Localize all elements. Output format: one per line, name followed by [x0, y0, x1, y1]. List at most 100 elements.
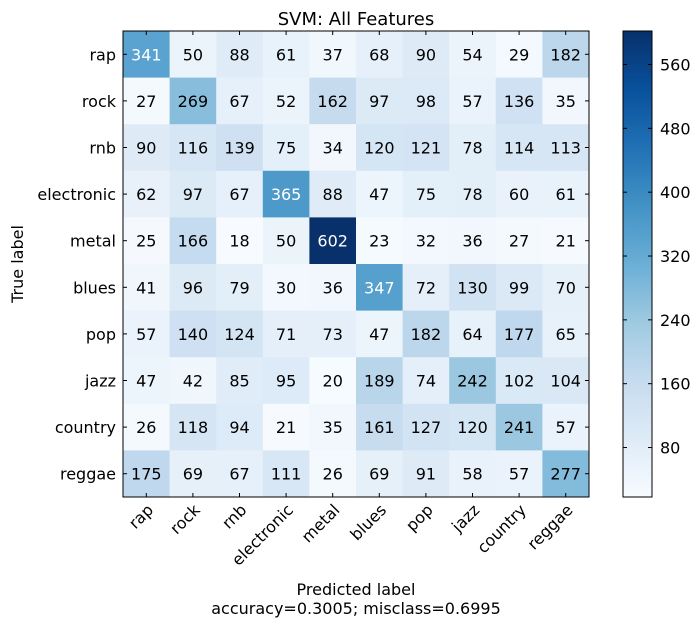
heatmap-cells	[123, 31, 590, 498]
cell-value-label: 32	[416, 232, 436, 251]
cell-value-label: 50	[183, 45, 203, 64]
cell-value-label: 182	[411, 325, 442, 344]
cell-value-label: 68	[369, 45, 389, 64]
heatmap-cell	[356, 264, 404, 312]
heatmap-cell	[123, 77, 171, 125]
heatmap-cell	[356, 170, 404, 218]
cell-value-label: 242	[457, 372, 488, 391]
cell-value-label: 130	[457, 278, 488, 297]
cell-value-label: 175	[131, 465, 162, 484]
cell-value-label: 57	[509, 465, 529, 484]
cell-value-label: 58	[462, 465, 482, 484]
cell-value-label: 94	[229, 418, 249, 437]
heatmap-cell	[542, 403, 590, 451]
heatmap-cell	[542, 170, 590, 218]
cell-value-label: 35	[556, 92, 576, 111]
y-tick-label: electronic	[37, 185, 116, 204]
heatmap-cell	[123, 450, 171, 498]
cell-value-label: 54	[462, 45, 482, 64]
heatmap-cell	[169, 77, 217, 125]
heatmap-cell	[262, 170, 310, 218]
cell-value-label: 36	[323, 278, 343, 297]
cell-value-label: 162	[317, 92, 348, 111]
cell-value-label: 127	[411, 418, 442, 437]
heatmap-cell	[449, 357, 497, 405]
y-tick-label: pop	[86, 325, 116, 344]
heatmap-cell	[216, 357, 264, 405]
heatmap-cell	[402, 77, 450, 125]
cell-value-label: 88	[229, 45, 249, 64]
colorbar-tick-label: 160	[660, 375, 691, 394]
heatmap-cell	[356, 403, 404, 451]
heatmap-cell	[262, 264, 310, 312]
cell-value-label: 18	[229, 232, 249, 251]
heatmap-cell	[449, 217, 497, 265]
cell-value-label: 35	[323, 418, 343, 437]
cell-value-label: 118	[178, 418, 209, 437]
y-tick-label: rock	[82, 92, 117, 111]
heatmap-cell	[495, 170, 543, 218]
heatmap-cell	[356, 77, 404, 125]
cell-value-label: 26	[136, 418, 156, 437]
heatmap-cell	[123, 124, 171, 172]
heatmap-cell	[169, 403, 217, 451]
heatmap-cell	[123, 403, 171, 451]
heatmap-cell	[356, 31, 404, 79]
chart-title: SVM: All Features	[278, 9, 435, 30]
cell-value-label: 189	[364, 372, 395, 391]
heatmap-cell	[495, 77, 543, 125]
heatmap-cell	[402, 450, 450, 498]
heatmap-cell	[402, 124, 450, 172]
cell-value-label: 124	[224, 325, 255, 344]
cell-value-label: 88	[323, 185, 343, 204]
cell-value-label: 21	[276, 418, 296, 437]
heatmap-cell	[495, 357, 543, 405]
cell-value-label: 140	[178, 325, 209, 344]
heatmap-cell	[356, 217, 404, 265]
heatmap-cell	[309, 450, 357, 498]
cell-value-label: 95	[276, 372, 296, 391]
colorbar-tick-label: 80	[660, 439, 680, 458]
heatmap-cell	[169, 170, 217, 218]
heatmap-cell	[169, 124, 217, 172]
heatmap-cell	[169, 450, 217, 498]
cell-value-label: 50	[276, 232, 296, 251]
heatmap-cell	[309, 170, 357, 218]
y-tick-label: rnb	[89, 139, 116, 158]
cell-value-label: 96	[183, 278, 203, 297]
heatmap-cell	[402, 31, 450, 79]
heatmap-cell	[123, 170, 171, 218]
x-tick-label: rap	[125, 500, 157, 532]
heatmap-cell	[262, 217, 310, 265]
cell-value-label: 26	[323, 465, 343, 484]
cell-value-label: 34	[323, 139, 343, 158]
cell-value-label: 85	[229, 372, 249, 391]
heatmap-cell	[542, 77, 590, 125]
heatmap-cell	[449, 264, 497, 312]
cell-value-label: 241	[504, 418, 535, 437]
cell-value-label: 90	[416, 45, 436, 64]
x-tick-label: rnb	[218, 500, 250, 532]
cell-value-label: 98	[416, 92, 436, 111]
cell-value-label: 277	[550, 465, 581, 484]
heatmap-cell	[123, 264, 171, 312]
cell-value-label: 365	[271, 185, 302, 204]
cell-value-label: 47	[369, 325, 389, 344]
cell-value-label: 78	[462, 185, 482, 204]
heatmap-cell	[169, 217, 217, 265]
heatmap-cell	[542, 357, 590, 405]
cell-value-label: 161	[364, 418, 395, 437]
cell-value-label: 61	[276, 45, 296, 64]
cell-value-label: 69	[369, 465, 389, 484]
plot-frame	[122, 30, 590, 498]
cell-value-label: 29	[509, 45, 529, 64]
heatmap-cell	[216, 217, 264, 265]
cell-value-label: 70	[556, 278, 576, 297]
x-tick-label: rock	[166, 500, 204, 538]
heatmap-cell	[495, 124, 543, 172]
cell-value-label: 61	[556, 185, 576, 204]
cell-value-label: 79	[229, 278, 249, 297]
cell-value-label: 23	[369, 232, 389, 251]
heatmap-cell	[169, 31, 217, 79]
